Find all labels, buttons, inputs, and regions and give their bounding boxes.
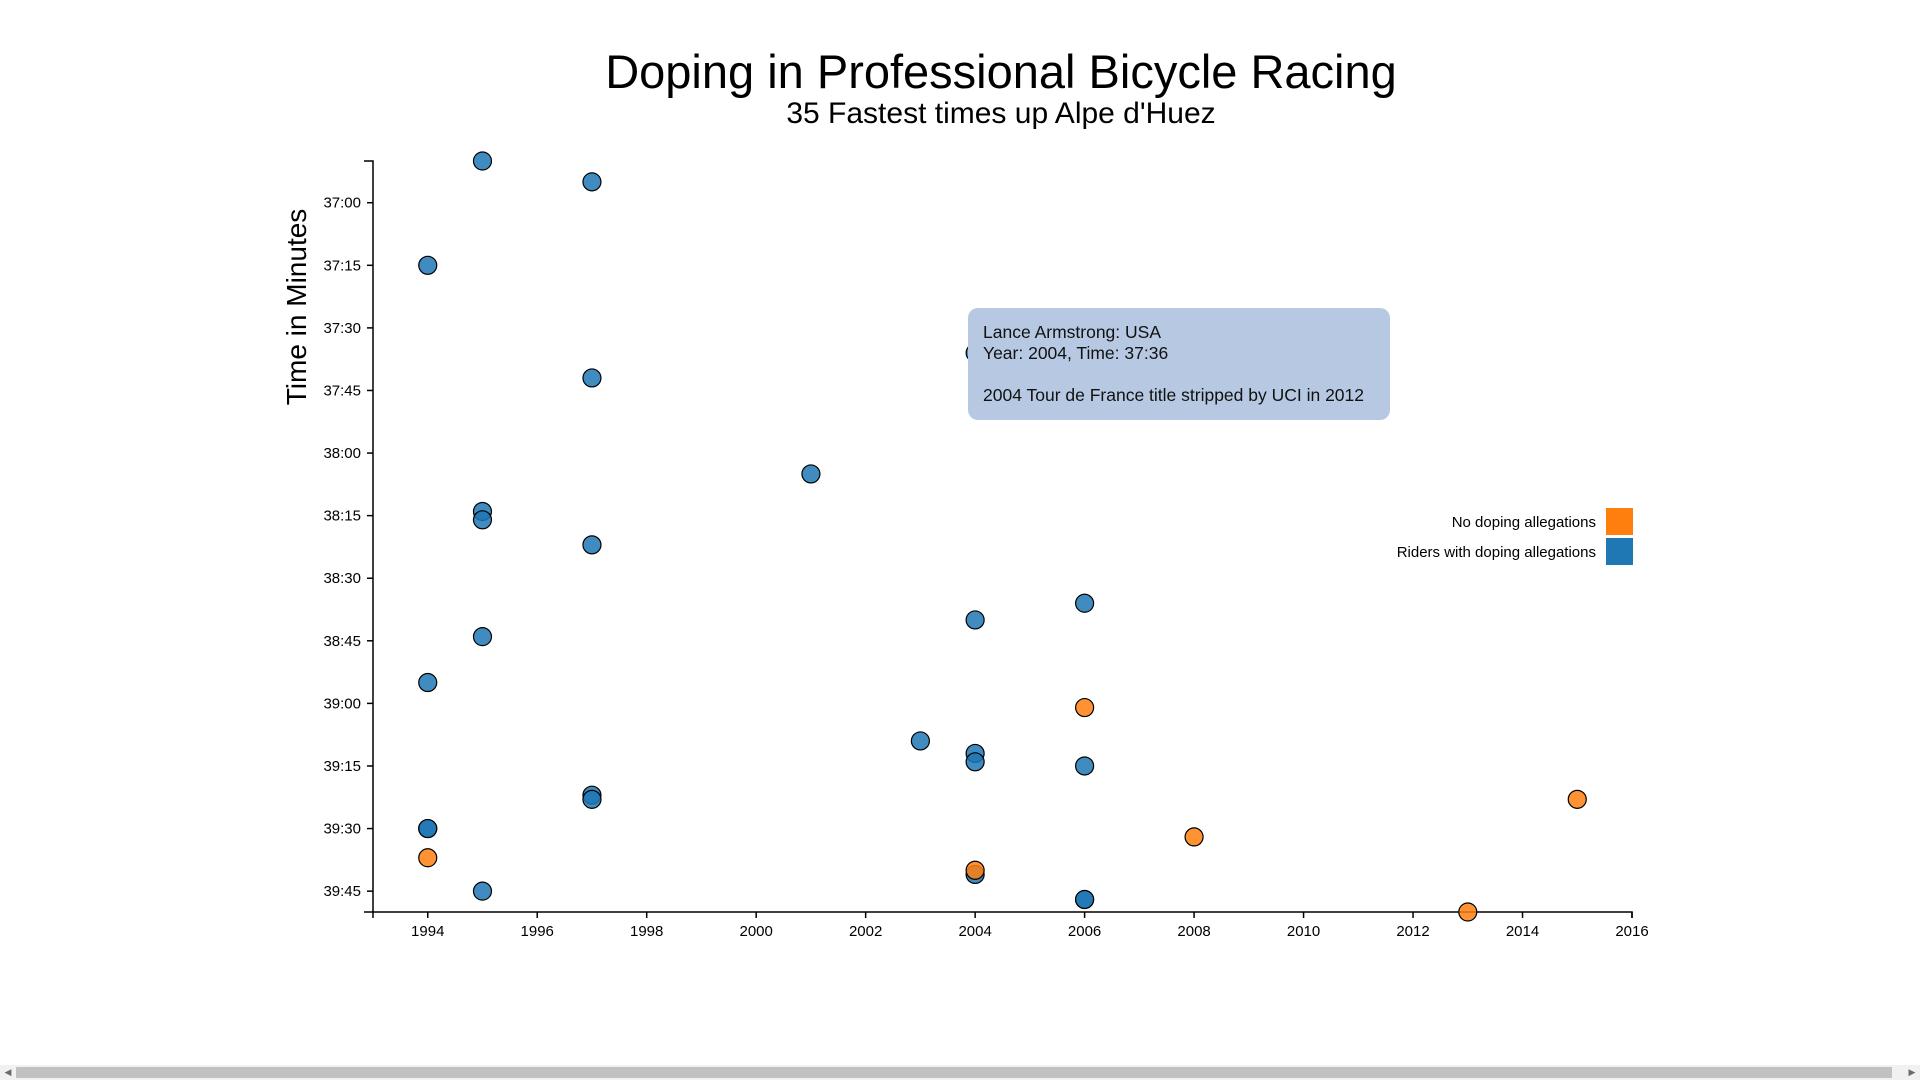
data-point: [582, 172, 602, 192]
data-point: [910, 731, 930, 751]
data-point: [965, 752, 985, 772]
y-tick-label: 38:00: [323, 445, 361, 462]
scrollbar-thumb[interactable]: [16, 1067, 1892, 1078]
data-point: [472, 627, 493, 647]
axes: 1994 1996 1998 2000 2002 2004 2006 2008 2010 2012…: [323, 160, 1649, 940]
scroll-left-icon[interactable]: ◀: [4, 1067, 12, 1077]
data-point: [472, 881, 493, 901]
x-tick-label: 1994: [411, 923, 444, 940]
data-point: [1184, 827, 1204, 847]
y-tick-label: 39:15: [323, 758, 361, 775]
data-point: [965, 610, 985, 630]
data-point: [965, 860, 985, 880]
tooltip-doping-note: 2004 Tour de France title stripped by UC…: [983, 385, 1365, 405]
data-point: [1075, 756, 1095, 776]
y-tick-label: 38:45: [323, 633, 361, 650]
tooltip-year-time: Year: 2004, Time: 37:36: [983, 343, 1169, 363]
legend-label: No doping allegations: [1452, 514, 1596, 531]
y-axis-line: [364, 160, 374, 913]
y-tick-label: 38:15: [323, 508, 361, 525]
page-subtitle: 35 Fastest times up Alpe d'Huez: [786, 97, 1216, 130]
data-points: [418, 151, 1587, 922]
x-tick-label: 2016: [1615, 923, 1648, 940]
y-tick-label: 39:00: [323, 695, 361, 712]
data-point: [1458, 902, 1478, 922]
legend-swatch: [1606, 538, 1633, 565]
x-tick-label: 2014: [1506, 923, 1539, 940]
x-tick-label: 2008: [1177, 923, 1210, 940]
x-tick-label: 2004: [958, 923, 991, 940]
y-axis-label: Time in Minutes: [281, 209, 312, 406]
y-tick-label: 38:30: [323, 570, 361, 587]
data-point: [418, 818, 438, 839]
tooltip-spacer: [983, 364, 1375, 385]
legend-swatch: [1606, 508, 1633, 535]
data-point: [1075, 593, 1095, 613]
data-point: [1075, 889, 1095, 910]
y-tick-label: 37:00: [323, 195, 361, 212]
tooltip-rider: Lance Armstrong: USA: [983, 322, 1161, 342]
x-tick-label: 1998: [630, 923, 663, 940]
legend-label: Riders with doping allegations: [1397, 544, 1596, 561]
y-tick-label: 37:30: [323, 320, 361, 337]
data-point: [582, 368, 602, 388]
x-tick-label: 2000: [739, 923, 772, 940]
data-point: [418, 672, 438, 693]
data-point: [472, 151, 493, 171]
x-tick-label: 2002: [849, 923, 882, 940]
page-title: Doping in Professional Bicycle Racing: [605, 45, 1397, 98]
x-tick-label: 2012: [1396, 923, 1429, 940]
tooltip: Lance Armstrong: USA Year: 2004, Time: 3…: [968, 308, 1390, 420]
x-tick-label: 1996: [521, 923, 554, 940]
horizontal-scrollbar[interactable]: ◀ ▶: [0, 1065, 1920, 1080]
y-tick-label: 37:15: [323, 257, 361, 274]
data-point: [1075, 697, 1095, 718]
data-point: [582, 535, 602, 555]
data-point: [1567, 789, 1587, 809]
data-point: [472, 510, 493, 530]
y-tick-label: 39:45: [323, 883, 361, 900]
y-tick-label: 39:30: [323, 821, 361, 838]
x-tick-label: 2006: [1068, 923, 1101, 940]
x-axis-line: [372, 911, 1633, 918]
y-tick-label: 37:45: [323, 382, 361, 399]
data-point: [418, 848, 438, 868]
legend: No doping allegations Riders with doping …: [1397, 508, 1633, 565]
scroll-right-icon[interactable]: ▶: [1908, 1067, 1916, 1077]
data-point: [418, 255, 438, 275]
x-tick-label: 2010: [1287, 923, 1320, 940]
data-point: [801, 464, 821, 484]
data-point: [582, 789, 602, 809]
